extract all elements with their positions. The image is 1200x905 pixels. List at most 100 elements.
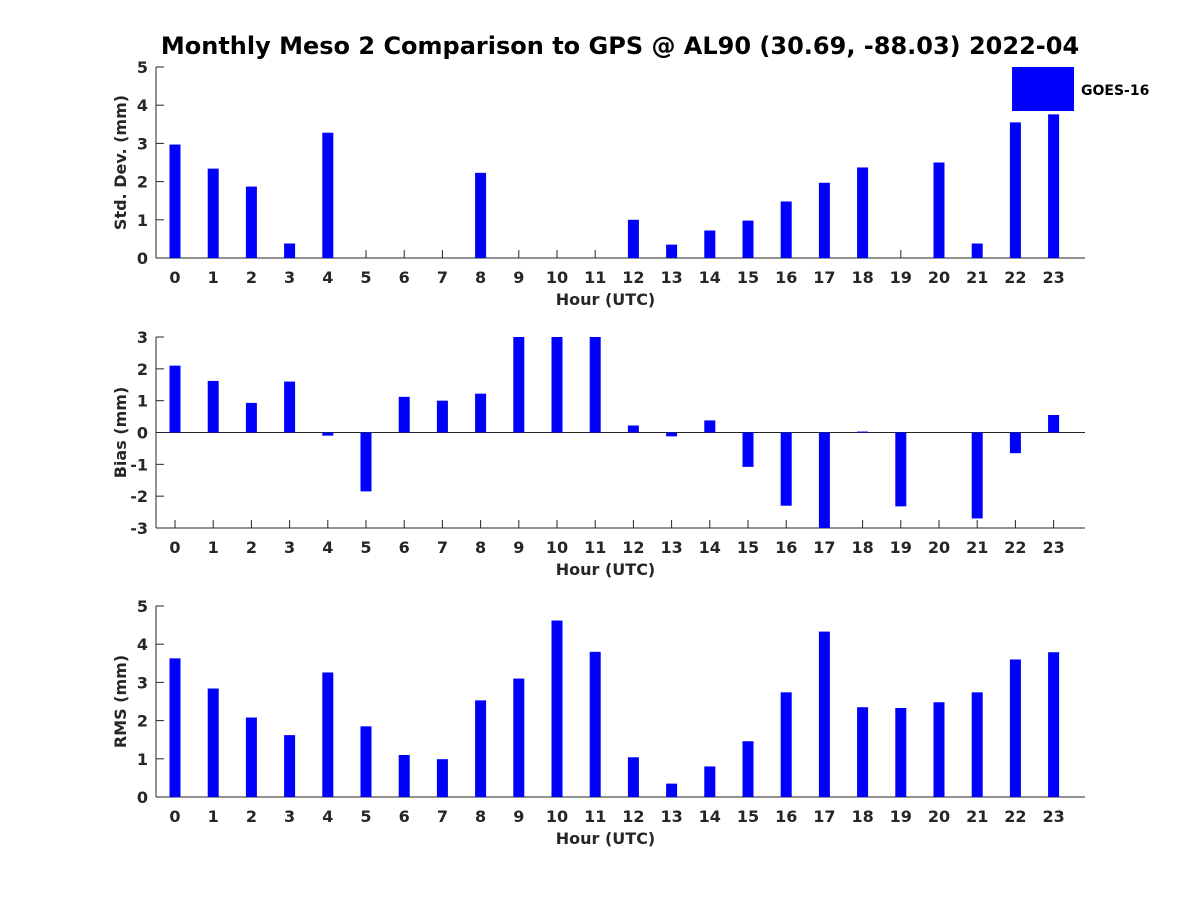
bar [627,425,639,433]
bar [704,766,716,797]
bar [895,707,907,797]
x-tick-label: 8 [475,538,486,557]
bar [857,167,869,258]
x-tick-label: 9 [513,807,524,826]
bar [933,702,945,797]
bar [857,707,869,797]
x-tick-label: 18 [851,268,873,287]
bar [245,717,257,797]
bar [475,172,487,258]
x-tick-label: 7 [437,538,448,557]
x-tick-label: 8 [475,268,486,287]
bar [1048,414,1060,433]
legend: GOES-16 [1012,67,1149,111]
x-tick-label: 3 [284,268,295,287]
x-tick-label: 21 [966,807,988,826]
x-tick-label: 0 [169,268,180,287]
x-tick-label: 11 [584,268,606,287]
y-tick-label: 2 [137,173,148,192]
bar [475,393,487,433]
x-tick-label: 15 [737,807,759,826]
x-tick-label: 15 [737,538,759,557]
x-tick-label: 2 [246,268,257,287]
x-tick-label: 0 [169,538,180,557]
bar [666,432,678,437]
x-tick-label: 5 [360,538,371,557]
x-tick-label: 19 [890,538,912,557]
x-tick-label: 13 [660,807,682,826]
bar [360,726,372,797]
x-tick-label: 5 [360,807,371,826]
bar [818,631,830,797]
bar [971,243,983,258]
legend-swatch [1012,67,1074,111]
bar [436,759,448,797]
y-tick-label: 3 [137,673,148,692]
bar [322,432,334,436]
bar [169,658,181,797]
bar [284,243,296,258]
x-tick-label: 18 [851,807,873,826]
y-tick-label: 5 [137,58,148,77]
bar [666,244,678,258]
x-tick-label: 5 [360,268,371,287]
bar [398,754,410,797]
x-tick-label: 1 [208,268,219,287]
bar [513,678,525,797]
bar [627,757,639,797]
x-tick-label: 10 [546,807,568,826]
bar [704,230,716,258]
bar [284,735,296,797]
bar [360,432,372,492]
bar [207,688,219,797]
bar [627,219,639,258]
x-tick-label: 10 [546,538,568,557]
x-tick-label: 3 [284,538,295,557]
x-tick-label: 1 [208,807,219,826]
y-tick-label: 4 [137,635,148,654]
x-tick-label: 14 [699,268,721,287]
x-tick-label: 21 [966,538,988,557]
x-tick-label: 6 [399,268,410,287]
bar [398,396,410,433]
bar [1009,432,1021,454]
x-axis-label: Hour (UTC) [556,290,656,309]
y-tick-label: 2 [137,360,148,379]
y-tick-label: 4 [137,96,148,115]
bar [742,741,754,797]
bar [1048,114,1060,258]
y-tick-label: 3 [137,134,148,153]
bar [1009,122,1021,258]
x-tick-label: 13 [660,538,682,557]
y-axis-label: Std. Dev. (mm) [111,95,130,230]
y-tick-label: 1 [137,750,148,769]
bar [207,380,219,433]
y-tick-label: 0 [137,788,148,807]
x-tick-label: 2 [246,807,257,826]
x-axis-label: Hour (UTC) [556,560,656,579]
x-tick-label: 23 [1042,538,1064,557]
x-tick-label: 23 [1042,807,1064,826]
y-tick-label: -2 [130,487,148,506]
bar [207,168,219,258]
y-tick-label: 0 [137,424,148,443]
bar [1048,652,1060,797]
bar [245,402,257,433]
x-tick-label: 15 [737,268,759,287]
x-tick-label: 11 [584,538,606,557]
x-axis-label: Hour (UTC) [556,829,656,848]
x-tick-label: 9 [513,538,524,557]
bar [1009,659,1021,797]
y-tick-label: 2 [137,712,148,731]
bar [322,132,334,258]
x-tick-label: 6 [399,807,410,826]
x-tick-label: 17 [813,268,835,287]
x-tick-label: 21 [966,268,988,287]
x-tick-label: 22 [1004,538,1026,557]
x-tick-label: 12 [622,268,644,287]
